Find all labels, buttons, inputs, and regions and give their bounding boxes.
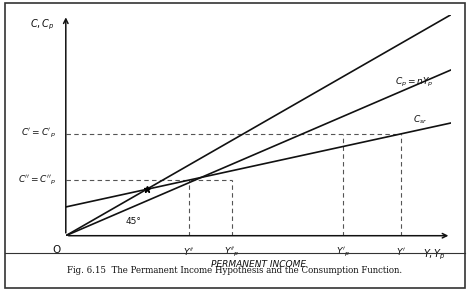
Text: $Y''_p$: $Y''_p$ xyxy=(224,246,239,259)
Text: $Y''$: $Y''$ xyxy=(183,246,195,257)
Text: $C_{sr}$: $C_{sr}$ xyxy=(413,114,427,126)
Text: $Y,Y_p$: $Y,Y_p$ xyxy=(423,248,446,262)
Text: $Y'_p$: $Y'_p$ xyxy=(336,246,350,259)
Text: $Y'$: $Y'$ xyxy=(396,246,406,257)
Text: 45°: 45° xyxy=(125,217,141,226)
Text: $C_p=nY_p$: $C_p=nY_p$ xyxy=(395,76,434,89)
Text: O: O xyxy=(52,244,60,255)
Text: Fig. 6.15  The Permanent Income Hypothesis and the Consumption Function.: Fig. 6.15 The Permanent Income Hypothesi… xyxy=(67,266,403,275)
Text: $C'=C'_p$: $C'=C'_p$ xyxy=(21,127,56,140)
Text: PERMANENT INCOME: PERMANENT INCOME xyxy=(211,260,306,269)
Text: $C,C_p$: $C,C_p$ xyxy=(30,18,54,32)
Text: $C''=C''_p$: $C''=C''_p$ xyxy=(18,173,56,187)
